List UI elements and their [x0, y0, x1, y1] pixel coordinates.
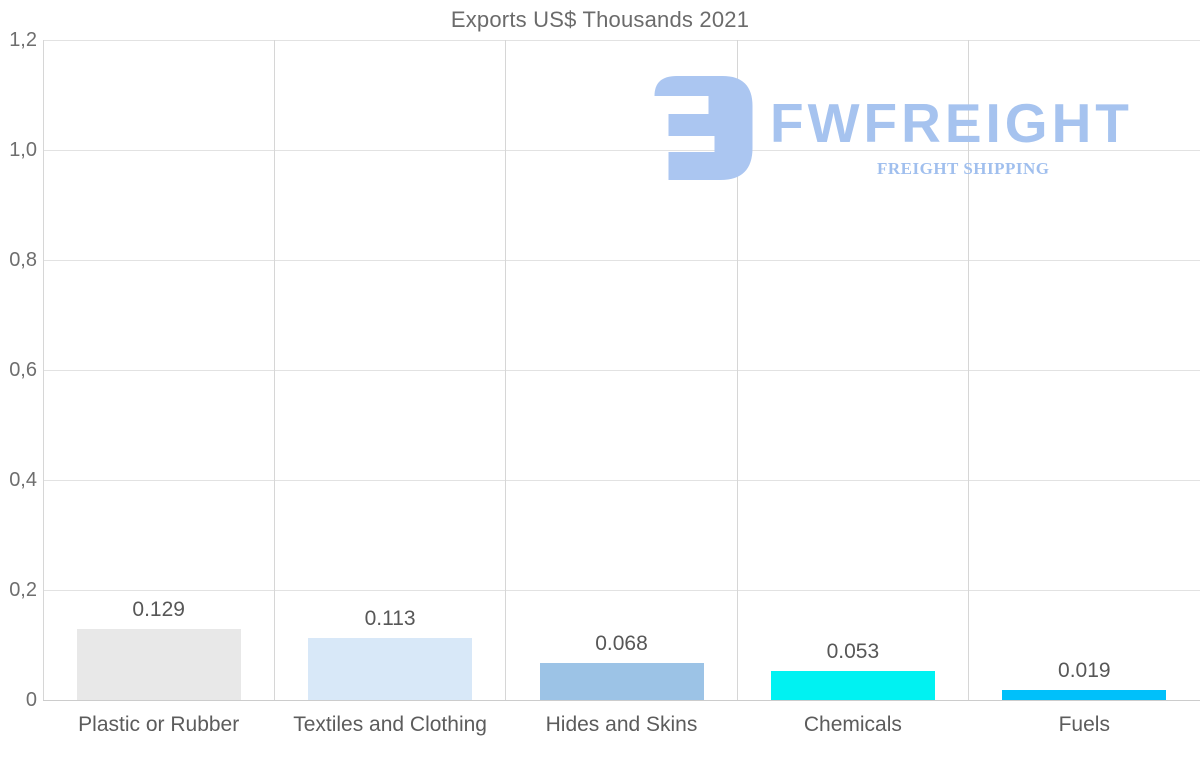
bar-value-label: 0.068	[595, 632, 648, 655]
x-gridline	[736, 40, 738, 700]
y-gridline	[43, 259, 1200, 261]
bar-4	[770, 671, 935, 700]
x-gridline	[505, 40, 507, 700]
category-label: Hides and Skins	[545, 713, 698, 736]
chart-title: Exports US$ Thousands 2021	[450, 7, 750, 32]
category-label: Textiles and Clothing	[293, 713, 487, 736]
y-gridline	[43, 589, 1200, 591]
y-gridline	[43, 369, 1200, 371]
x-gridline	[968, 40, 970, 700]
bar-1	[76, 629, 241, 700]
y-axis-tick-label: 1,2	[9, 29, 37, 51]
y-gridline	[43, 479, 1200, 481]
y-axis-tick-label: 0,4	[9, 469, 37, 491]
fwfreight-logo: FWFREIGHT FREIGHT SHIPPING	[650, 72, 1150, 192]
bar-2	[308, 638, 473, 700]
y-axis-tick-label: 0	[25, 689, 37, 711]
fwfreight-logo-wordmark: FWFREIGHT	[770, 92, 1133, 154]
bar-5	[1002, 690, 1167, 700]
y-gridline	[43, 39, 1200, 41]
bar-value-label: 0.129	[132, 598, 185, 621]
y-axis-line	[43, 40, 44, 700]
bar-value-label: 0.053	[826, 640, 880, 663]
category-label: Plastic or Rubber	[78, 713, 240, 736]
fwfreight-logo-icon	[654, 76, 753, 180]
fwfreight-logo-tagline: FREIGHT SHIPPING	[877, 159, 1050, 178]
category-label: Chemicals	[803, 713, 902, 736]
x-gridline	[273, 40, 275, 700]
bar-3	[539, 663, 704, 700]
x-axis-line	[43, 699, 1200, 701]
y-gridline	[43, 149, 1200, 151]
y-axis-tick-label: 0,2	[9, 579, 37, 601]
y-axis-tick-label: 0,8	[9, 249, 37, 271]
bar-value-label: 0.019	[1058, 659, 1111, 682]
category-label: Fuels	[1058, 713, 1110, 736]
y-axis-tick-label: 0,6	[9, 359, 37, 381]
bar-value-label: 0.113	[364, 607, 416, 630]
y-axis-tick-label: 1,0	[9, 139, 37, 161]
